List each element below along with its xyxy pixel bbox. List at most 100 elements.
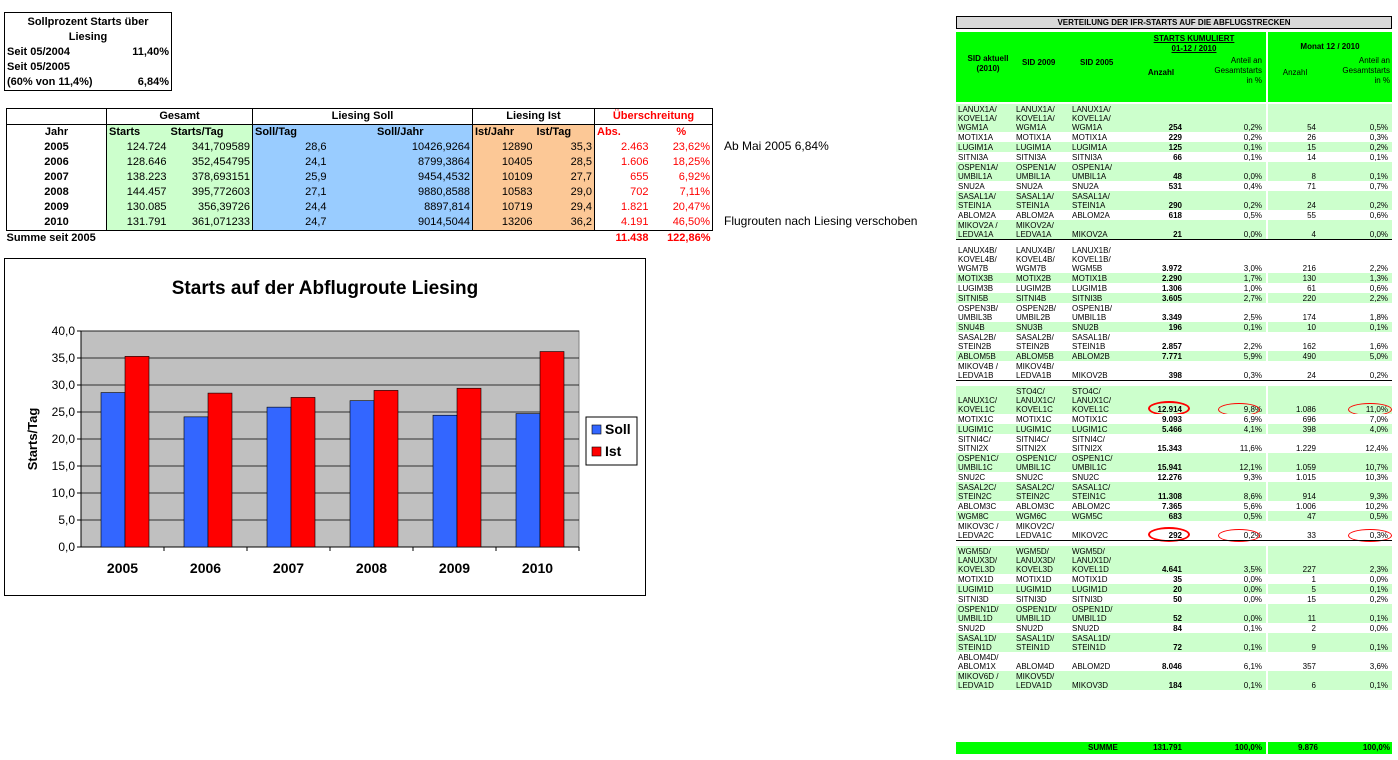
x-tick-label: 2007: [273, 560, 304, 576]
cell-sid-2005: SITNI3D: [1072, 594, 1134, 604]
cell-anzahl-text: 618: [1168, 211, 1182, 220]
cell-anteil-text: 0,1%: [1243, 323, 1262, 332]
cell-monat-anteil: 9,3%: [1320, 482, 1388, 501]
cell-monat-anzahl-text: 24: [1307, 371, 1316, 380]
sid-row: MOTIX1D MOTIX1D MOTIX1D 35 0,0% 1 0,0%: [956, 574, 1392, 584]
sid-row-bg: [956, 322, 1266, 332]
sid-row-bg-month: [1268, 546, 1392, 574]
cell-monat-anzahl: 8: [1270, 162, 1316, 181]
cell-anteil-text: 5,6%: [1243, 502, 1262, 511]
cell-monat-anteil-text: 0,1%: [1369, 643, 1388, 652]
cell-monat-anzahl: 9: [1270, 633, 1316, 652]
cell-monat-anzahl-text: 398: [1302, 425, 1316, 434]
cell-monat-anzahl: 696: [1270, 414, 1316, 424]
cell-anzahl-text: 229: [1168, 133, 1182, 142]
sollprozent-title: Sollprozent Starts über: [27, 16, 149, 28]
cell-anteil-text: 2,2%: [1243, 342, 1262, 351]
cell-anzahl: 12.276: [1134, 472, 1182, 482]
cell-anteil-text: 3,0%: [1243, 264, 1262, 273]
cell-anzahl-text: 3.605: [1161, 294, 1182, 303]
cell-sid-aktuell: MIKOV2A / LEDVA1A: [958, 220, 1016, 239]
cell-monat-anzahl: 1.015: [1270, 472, 1316, 482]
cell-anteil-text: 9,3%: [1243, 473, 1262, 482]
sid-row-bg-month: [1268, 293, 1392, 303]
cell-sid-2005-text: LUGIM1A: [1072, 143, 1108, 152]
cell-sid-aktuell-text: OSPEN1A/ UMBIL1A: [958, 163, 999, 181]
cell-sid-2009: WGM5D/ LANUX3D/ KOVEL3D: [1016, 546, 1072, 574]
group-header-gesamt: Gesamt: [106, 108, 253, 125]
cell-anteil: 9,3%: [1188, 472, 1262, 482]
chart-container: Starts auf der Abflugroute Liesing 0,0 5,0…: [4, 258, 646, 596]
cell-anzahl-text: 3.972: [1161, 264, 1182, 273]
cell-monat-anteil: 1,8%: [1320, 303, 1388, 322]
sid-row: SITNI3D SITNI3D SITNI3D 50 0,0% 15 0,2%: [956, 594, 1392, 604]
cell-anteil-text: 0,1%: [1243, 681, 1262, 690]
cell-anteil-text: 3,5%: [1243, 565, 1262, 574]
cell-sid-aktuell-text: MIKOV3C / LEDVA2C: [958, 522, 999, 540]
sid-row-bg-month: [1268, 361, 1392, 380]
cell-anzahl-text: 5.466: [1161, 425, 1182, 434]
cell-sid-2005-text: MOTIX1D: [1072, 575, 1108, 584]
sid-row: ABLOM3C ABLOM3C ABLOM2C 7.365 5,6% 1.006 10,2%: [956, 501, 1392, 511]
cell-anteil: 6,1%: [1188, 652, 1262, 671]
cell-anzahl: 7.771: [1134, 351, 1182, 361]
cell-sid-2005-text: MOTIX1B: [1072, 274, 1108, 283]
cell-anteil-text: 1,0%: [1243, 284, 1262, 293]
sid-row-bg-month: [1268, 303, 1392, 322]
sid-row-bg: [956, 574, 1266, 584]
cell-sid-2009: SITNI4C/ SITNI2X: [1016, 434, 1072, 453]
cell-sid-2009-text: SASAL1A/ STEIN1A: [1016, 192, 1054, 210]
cell-anzahl: 1.306: [1134, 283, 1182, 293]
cell-sid-aktuell-text: MIKOV6D / LEDVA1D: [958, 672, 999, 690]
cell-monat-anteil-text: 2,2%: [1369, 264, 1388, 273]
sollprozent-row: Seit 05/2005: [5, 60, 171, 75]
sid-row-bg-month: [1268, 633, 1392, 652]
cell-monat-anteil: 7,0%: [1320, 414, 1388, 424]
cell-sid-2005-text: MIKOV2B: [1072, 371, 1108, 380]
cell-sid-2005-text: ABLOM2C: [1072, 502, 1111, 511]
sid-row-bg-month: [1268, 245, 1392, 273]
cell-anzahl-text: 2.290: [1161, 274, 1182, 283]
cell-sid-2009: LUGIM2B: [1016, 283, 1072, 293]
cell-anzahl: 125: [1134, 142, 1182, 152]
header-sid-aktuell: SID aktuell (2010): [967, 54, 1009, 73]
sid-row-bg-month: [1268, 414, 1392, 424]
cell-sid-2009-text: LUGIM1C: [1016, 425, 1052, 434]
cell-sid-aktuell: SITNI3D: [958, 594, 1016, 604]
cell-jahr: 2006: [6, 155, 107, 170]
cell-monat-anzahl: 10: [1270, 322, 1316, 332]
col-header-starts: Starts: [106, 124, 169, 140]
sid-table: VERTEILUNG DER IFR-STARTS AUF DIE ABFLUG…: [956, 16, 1392, 756]
sid-row-bg-month: [1268, 191, 1392, 210]
cell-monat-anteil-text: 0,1%: [1369, 323, 1388, 332]
cell-anzahl: 3.605: [1134, 293, 1182, 303]
cell-monat-anteil-text: 0,3%: [1369, 133, 1388, 142]
cell-monat-anzahl-text: 11: [1307, 614, 1316, 623]
cell-sid-aktuell-text: MOTIX1C: [958, 415, 994, 424]
sid-row: MIKOV6D / LEDVA1D MIKOV5D/ LEDVA1D MIKOV3D…: [956, 671, 1392, 690]
cell-pct: 6,92%: [650, 170, 713, 185]
cell-sid-2005: LUGIM1A: [1072, 142, 1134, 152]
sid-row-bg: [956, 303, 1266, 322]
cell-anzahl-text: 290: [1168, 201, 1182, 210]
highlight-ring: [1348, 529, 1392, 542]
cell-anzahl-text: 48: [1173, 172, 1182, 181]
cell-anzahl: 3.972: [1134, 245, 1182, 273]
cell-anteil-text: 0,0%: [1243, 172, 1262, 181]
cell-starts-tag: 378,693151: [168, 170, 253, 185]
cell-soll-jahr: 10426,9264: [328, 140, 473, 155]
cell-sid-2005: OSPEN1C/ UMBIL1C: [1072, 453, 1134, 472]
cell-sid-2009: LUGIM1D: [1016, 584, 1072, 594]
cell-sid-aktuell: SNU4B: [958, 322, 1016, 332]
cell-sid-2009: SNU2A: [1016, 181, 1072, 191]
cell-monat-anteil: 2,2%: [1320, 245, 1388, 273]
cell-sid-2005: MOTIX1D: [1072, 574, 1134, 584]
cell-anteil: 0,2%: [1188, 191, 1262, 210]
sid-row-bg: [956, 273, 1266, 283]
cell-sid-aktuell-text: SASAL2C/ STEIN2C: [958, 483, 997, 501]
cell-sid-2005: LUGIM1B: [1072, 283, 1134, 293]
cell-sid-2009: SNU2C: [1016, 472, 1072, 482]
cell-sid-2005-text: SASAL1C/ STEIN1C: [1072, 483, 1111, 501]
cell-sid-aktuell-text: SITNI5B: [958, 294, 989, 303]
sid-row-bg-month: [1268, 181, 1392, 191]
